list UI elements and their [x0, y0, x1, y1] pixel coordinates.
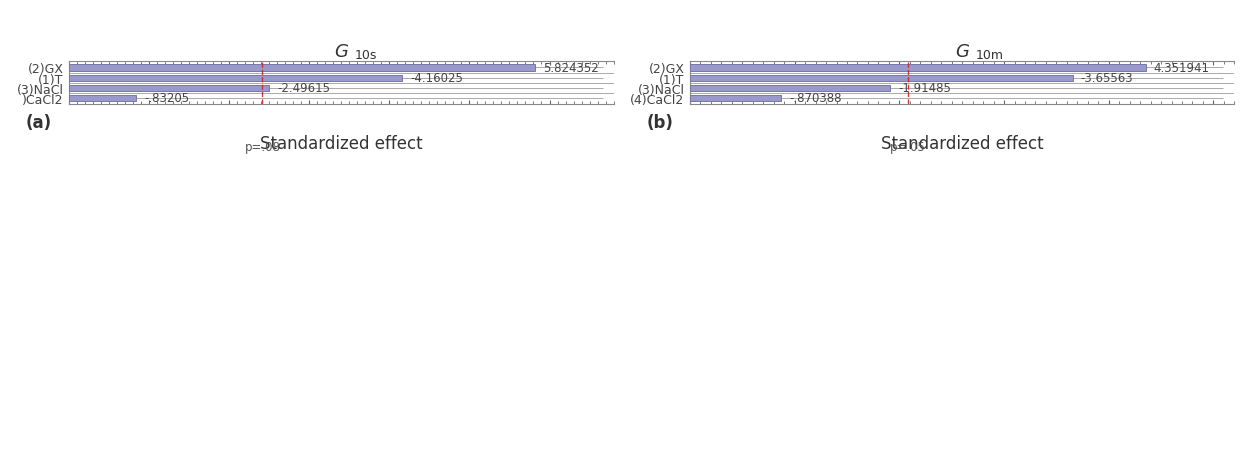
Text: 10m: 10m — [976, 49, 1003, 62]
Text: p=.05: p=.05 — [889, 141, 926, 154]
Text: 10s: 10s — [355, 49, 378, 62]
Bar — [69, 76, 403, 81]
X-axis label: Standardized effect: Standardized effect — [260, 135, 423, 152]
Text: 4.351941: 4.351941 — [1153, 62, 1210, 75]
Text: -3.65563: -3.65563 — [1081, 72, 1133, 85]
Text: 5.824352: 5.824352 — [544, 62, 599, 75]
Bar — [691, 86, 891, 92]
Bar — [69, 96, 136, 102]
Bar — [691, 96, 781, 102]
Text: (a): (a) — [26, 114, 51, 132]
Text: G: G — [956, 43, 970, 61]
Text: -2.49615: -2.49615 — [278, 82, 330, 95]
Text: -.870388: -.870388 — [789, 92, 842, 105]
Bar — [691, 76, 1072, 81]
Text: p=.08: p=.08 — [244, 141, 280, 154]
Text: -4.16025: -4.16025 — [410, 72, 463, 85]
Text: G: G — [334, 43, 348, 61]
X-axis label: Standardized effect: Standardized effect — [881, 135, 1043, 152]
Bar — [691, 65, 1146, 71]
Text: -1.91485: -1.91485 — [898, 82, 952, 95]
Text: -.83205: -.83205 — [144, 92, 189, 105]
Bar — [69, 86, 269, 92]
Text: (b): (b) — [647, 114, 673, 132]
Bar — [69, 65, 535, 71]
